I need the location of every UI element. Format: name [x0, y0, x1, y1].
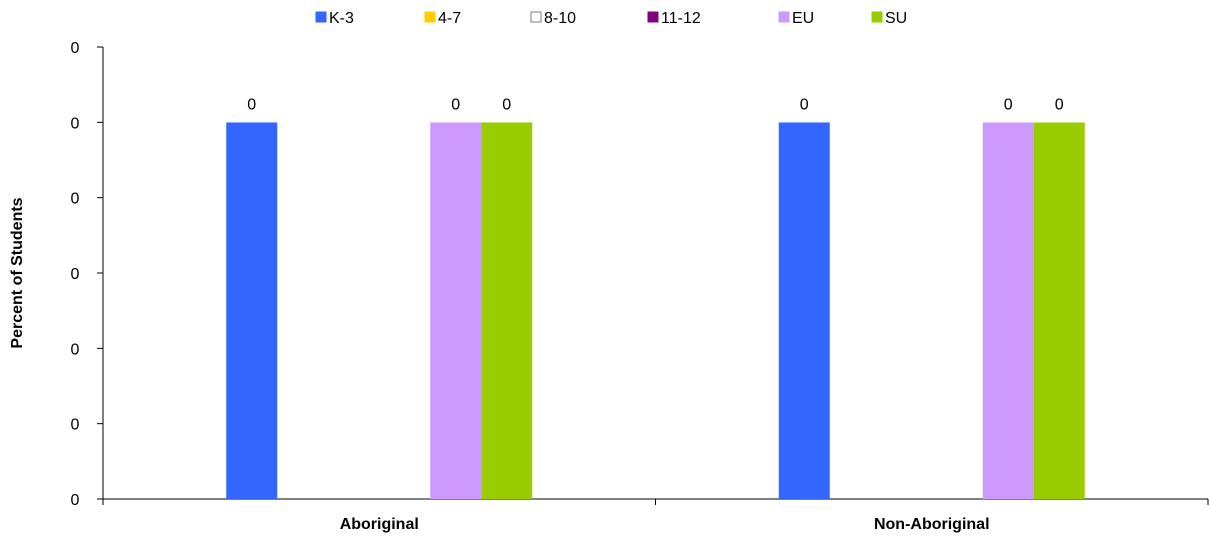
y-tick-label: 0 — [71, 40, 80, 57]
y-tick-label: 0 — [71, 341, 80, 358]
y-tick-label: 0 — [71, 191, 80, 208]
bar-data-label: 0 — [1055, 96, 1064, 113]
legend-label: 4-7 — [438, 10, 461, 27]
y-tick-label: 0 — [71, 417, 80, 434]
legend-item: EU — [778, 10, 814, 27]
legend-label: SU — [885, 10, 907, 27]
legend-item: SU — [871, 10, 907, 27]
bar-eu — [430, 122, 482, 499]
y-tick-label: 0 — [71, 492, 80, 509]
legend-item: 4-7 — [424, 10, 461, 27]
legend-label: K-3 — [329, 10, 354, 27]
x-axis: Aboriginal Non-Aboriginal — [102, 498, 1209, 533]
legend-swatch — [315, 11, 327, 23]
y-axis-title: Percent of Students — [9, 197, 26, 348]
bar-k-3 — [778, 122, 830, 499]
legend-item: 8-10 — [530, 10, 576, 27]
legend-swatch — [871, 11, 883, 23]
legend-label: EU — [792, 10, 814, 27]
bar-data-label: 0 — [800, 96, 809, 113]
x-category-label: Non-Aboriginal — [874, 516, 990, 533]
legend-swatch — [424, 11, 436, 23]
bar-k-3 — [226, 122, 278, 499]
y-tick-label: 0 — [71, 266, 80, 283]
bar-data-label: 0 — [502, 96, 511, 113]
x-category-label: Aboriginal — [340, 516, 419, 533]
y-tick-label: 0 — [71, 115, 80, 132]
bar-data-label: 0 — [451, 96, 460, 113]
legend-swatch — [778, 11, 790, 23]
data-labels: 0 0 0 0 0 0 — [247, 96, 1064, 113]
legend-item: 11-12 — [647, 10, 701, 27]
legend-label: 8-10 — [544, 10, 576, 27]
legend-item: K-3 — [315, 10, 354, 27]
legend-swatch — [647, 11, 659, 23]
bars — [226, 122, 1085, 499]
bar-data-label: 0 — [1004, 96, 1013, 113]
bar-eu — [982, 122, 1034, 499]
y-axis: 0 0 0 0 0 0 0 — [71, 40, 104, 509]
legend: K-3 4-7 8-10 11-12 EU SU — [315, 10, 907, 27]
legend-swatch — [530, 11, 542, 23]
legend-label: 11-12 — [661, 10, 701, 27]
bar-data-label: 0 — [247, 96, 256, 113]
bar-su — [1033, 122, 1085, 499]
bar-su — [481, 122, 533, 499]
